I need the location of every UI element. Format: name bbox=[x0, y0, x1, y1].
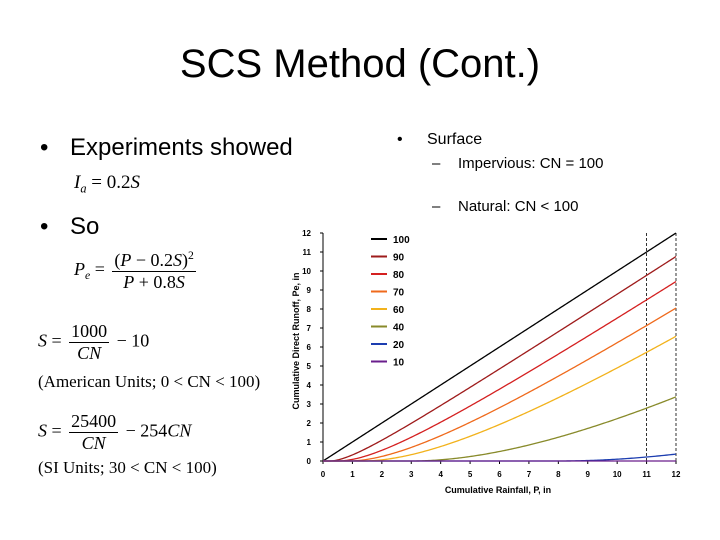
sub-item-natural: – Natural: CN < 100 bbox=[432, 198, 578, 216]
x-tick-label-3: 3 bbox=[409, 470, 414, 479]
series-line-cn-40 bbox=[323, 396, 677, 462]
bullet-so: • So bbox=[40, 213, 99, 241]
y-tick-label-4: 4 bbox=[307, 381, 312, 390]
y-tick-label-5: 5 bbox=[307, 362, 312, 371]
legend-label-cn-70: 70 bbox=[393, 288, 405, 299]
equation-ia: Ia = 0.2S bbox=[74, 172, 140, 196]
si-units-note: (SI Units; 30 < CN < 100) bbox=[38, 458, 217, 477]
y-tick-label-8: 8 bbox=[307, 305, 312, 314]
x-tick-label-12: 12 bbox=[672, 470, 681, 479]
runoff-chart: 0 1 2 3 4 5 6 7 8 9 10 11 12012345678910111210090807… bbox=[291, 229, 681, 495]
equation-s-american: S = 1000 CN − 10 bbox=[38, 321, 150, 363]
y-tick-label-1: 1 bbox=[307, 438, 312, 447]
x-tick-label-0: 0 bbox=[321, 470, 326, 479]
x-tick-label-2: 2 bbox=[380, 470, 385, 479]
y-tick-label-0: 0 bbox=[307, 457, 312, 466]
dash-marker: – bbox=[432, 155, 441, 172]
y-tick-label-3: 3 bbox=[307, 400, 312, 409]
bullet-experiments-text: Experiments showed bbox=[70, 134, 293, 161]
legend-label-cn-20: 20 bbox=[393, 340, 405, 351]
x-tick-label-7: 7 bbox=[527, 470, 532, 479]
legend-label-cn-100: 100 bbox=[393, 235, 410, 246]
y-tick-label-12: 12 bbox=[302, 229, 311, 238]
american-units-note: (American Units; 0 < CN < 100) bbox=[38, 372, 261, 391]
y-tick-label-2: 2 bbox=[307, 419, 312, 428]
series-line-cn-90 bbox=[323, 255, 677, 462]
series-line-cn-60 bbox=[323, 335, 677, 462]
legend-label-cn-80: 80 bbox=[393, 270, 405, 281]
y-tick-label-7: 7 bbox=[307, 324, 312, 333]
x-axis-label: Cumulative Rainfall, P, in bbox=[445, 485, 551, 495]
legend-label-cn-60: 60 bbox=[393, 305, 405, 316]
sub-item-impervious-text: Impervious: CN = 100 bbox=[458, 155, 604, 172]
bullet-so-text: So bbox=[70, 213, 100, 240]
x-tick-label-10: 10 bbox=[613, 470, 622, 479]
y-tick-label-11: 11 bbox=[303, 248, 312, 257]
x-tick-label-8: 8 bbox=[556, 470, 561, 479]
equation-pe: Pe = (P − 0.2S)2 P + 0.8S bbox=[74, 249, 196, 292]
x-tick-label-5: 5 bbox=[468, 470, 473, 479]
x-tick-label-1: 1 bbox=[350, 470, 355, 479]
y-tick-label-10: 10 bbox=[302, 267, 311, 276]
legend-label-cn-90: 90 bbox=[393, 253, 405, 264]
legend-label-cn-10: 10 bbox=[393, 358, 405, 369]
x-tick-label-9: 9 bbox=[586, 470, 591, 479]
x-tick-label-11: 11 bbox=[642, 470, 651, 479]
series-line-cn-80 bbox=[323, 280, 677, 462]
bullet-surface: • Surface bbox=[397, 131, 482, 149]
legend-label-cn-40: 40 bbox=[393, 323, 405, 334]
bullet-dot: • bbox=[40, 134, 49, 161]
y-tick-label-6: 6 bbox=[307, 343, 312, 352]
bullet-dot: • bbox=[40, 213, 49, 240]
series-line-cn-100 bbox=[322, 232, 677, 462]
sub-item-natural-text: Natural: CN < 100 bbox=[458, 198, 579, 215]
y-tick-label-9: 9 bbox=[307, 286, 312, 295]
chart-plot-area: 0 1 2 3 4 5 6 7 8 9 10 11 12012345678910111210090807… bbox=[302, 229, 681, 479]
x-tick-label-4: 4 bbox=[438, 470, 443, 479]
slide-title: SCS Method (Cont.) bbox=[179, 42, 541, 86]
sub-item-impervious: – bbox=[432, 155, 458, 173]
x-tick-label-6: 6 bbox=[497, 470, 502, 479]
equation-s-si: S = 25400 CN − 254CN bbox=[38, 411, 192, 453]
dash-marker: – bbox=[432, 198, 441, 215]
bullet-dot: • bbox=[397, 131, 403, 148]
bullet-experiments: • Experiments showed bbox=[40, 134, 293, 162]
bullet-surface-text: Surface bbox=[427, 131, 483, 148]
series-line-cn-70 bbox=[323, 307, 677, 462]
y-axis-label: Cumulative Direct Runoff, Pe, in bbox=[291, 272, 301, 409]
